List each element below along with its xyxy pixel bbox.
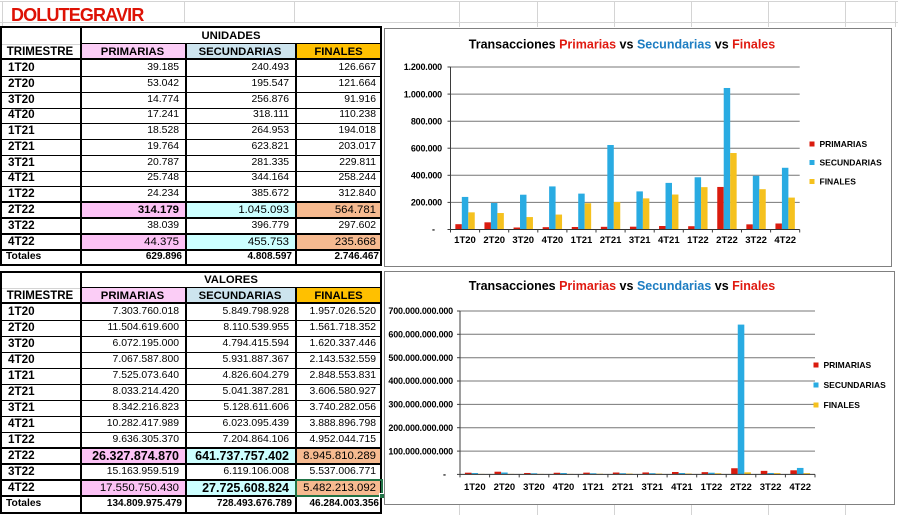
- svg-text:500.000.000.000: 500.000.000.000: [388, 353, 453, 363]
- svg-text:PRIMARIAS: PRIMARIAS: [824, 360, 872, 370]
- svg-text:3T21: 3T21: [641, 482, 663, 493]
- svg-text:2T20: 2T20: [494, 482, 516, 493]
- svg-text:4T21: 4T21: [658, 235, 680, 246]
- svg-text:PRIMARIAS: PRIMARIAS: [820, 139, 868, 149]
- svg-text:600.000.000.000: 600.000.000.000: [388, 330, 453, 340]
- svg-text:1T22: 1T22: [687, 235, 709, 246]
- svg-text:3T22: 3T22: [760, 482, 782, 493]
- svg-text:-: -: [443, 470, 446, 480]
- svg-text:4T21: 4T21: [671, 482, 693, 493]
- svg-text:4T22: 4T22: [774, 235, 796, 246]
- svg-text:Transacciones Primarias vs Sec: Transacciones Primarias vs Secundarias v…: [469, 38, 775, 52]
- svg-text:2T21: 2T21: [612, 482, 634, 493]
- svg-text:700.000.000.000: 700.000.000.000: [388, 306, 453, 316]
- svg-text:2T20: 2T20: [483, 235, 505, 246]
- svg-text:400.000.000.000: 400.000.000.000: [388, 376, 453, 386]
- svg-text:3T20: 3T20: [512, 235, 534, 246]
- svg-text:4T20: 4T20: [542, 235, 564, 246]
- svg-text:800.000: 800.000: [411, 116, 442, 126]
- svg-text:3T22: 3T22: [745, 235, 767, 246]
- svg-text:1T20: 1T20: [454, 235, 476, 246]
- svg-text:Transacciones Primarias vs Sec: Transacciones Primarias vs Secundarias v…: [469, 279, 775, 293]
- svg-text:2T21: 2T21: [600, 235, 622, 246]
- svg-text:SECUNDARIAS: SECUNDARIAS: [824, 380, 887, 390]
- svg-text:1T21: 1T21: [582, 482, 604, 493]
- svg-text:100.000.000.000: 100.000.000.000: [388, 446, 453, 456]
- svg-text:1T21: 1T21: [571, 235, 593, 246]
- svg-text:1T20: 1T20: [464, 482, 486, 493]
- svg-text:2T22: 2T22: [730, 482, 752, 493]
- svg-text:FINALES: FINALES: [824, 400, 861, 410]
- svg-text:4T20: 4T20: [553, 482, 575, 493]
- svg-text:3T20: 3T20: [523, 482, 545, 493]
- svg-text:FINALES: FINALES: [820, 177, 857, 187]
- svg-text:1T22: 1T22: [701, 482, 723, 493]
- svg-text:SECUNDARIAS: SECUNDARIAS: [820, 158, 883, 168]
- svg-text:300.000.000.000: 300.000.000.000: [388, 400, 453, 410]
- svg-text:1.000.000: 1.000.000: [404, 89, 442, 99]
- svg-text:200.000: 200.000: [411, 198, 442, 208]
- svg-text:400.000: 400.000: [411, 171, 442, 181]
- svg-text:200.000.000.000: 200.000.000.000: [388, 423, 453, 433]
- svg-text:1.200.000: 1.200.000: [404, 62, 442, 72]
- svg-text:600.000: 600.000: [411, 144, 442, 154]
- svg-text:2T22: 2T22: [716, 235, 738, 246]
- svg-text:-: -: [432, 225, 435, 235]
- svg-text:3T21: 3T21: [629, 235, 651, 246]
- svg-text:4T22: 4T22: [789, 482, 811, 493]
